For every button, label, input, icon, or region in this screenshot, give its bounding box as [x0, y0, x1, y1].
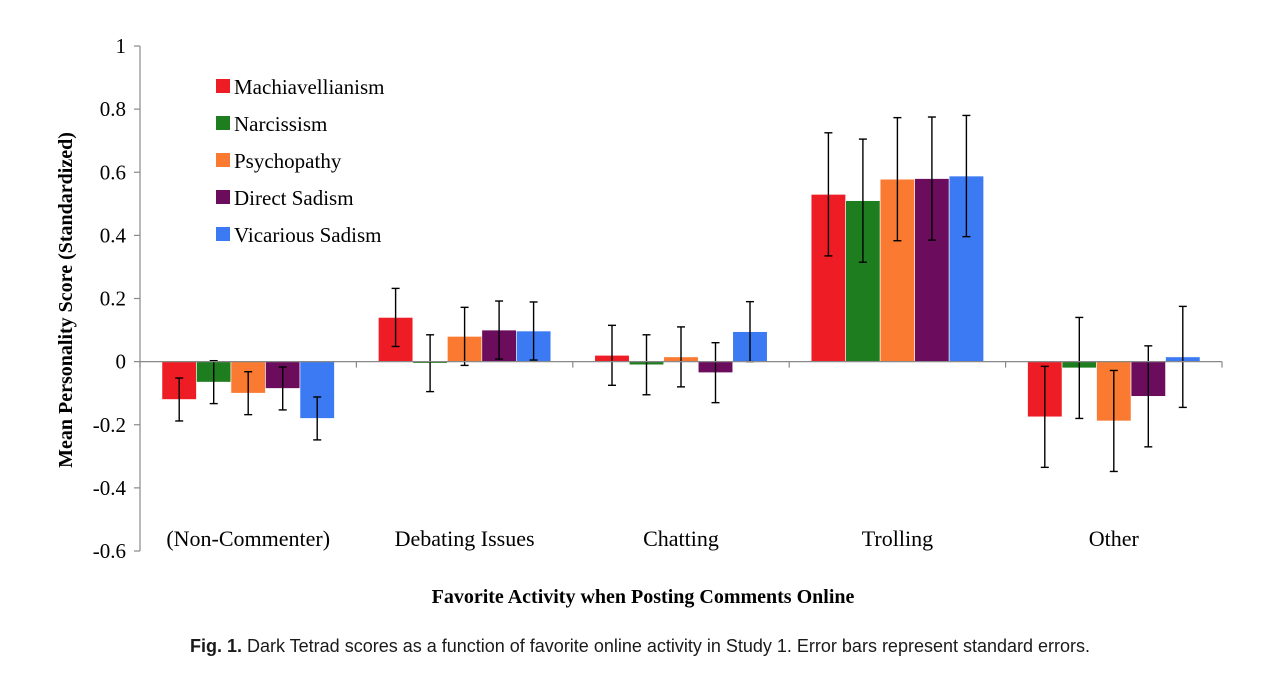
figure-caption: Fig. 1. Dark Tetrad scores as a function… [0, 636, 1280, 657]
x-tick-label: Trolling [862, 526, 933, 551]
legend-swatch [216, 116, 230, 130]
y-axis: 1 0.8 0.6 0.4 0.2 0 -0.2 -0.4 -0.6 [93, 34, 141, 563]
figure-label: Fig. 1. [189, 636, 242, 656]
caption-text: Dark Tetrad scores as a function of favo… [246, 636, 1091, 656]
y-tick-label: 0.6 [100, 160, 126, 184]
legend-label: Psychopathy [234, 149, 342, 173]
x-tick-label: Other [1089, 526, 1140, 551]
x-tick-label: Chatting [643, 526, 719, 551]
x-tick-label: (Non-Commenter) [166, 526, 330, 551]
y-tick-label: -0.4 [93, 476, 127, 500]
y-tick-label: 0.2 [100, 287, 126, 311]
bar-chart: 1 0.8 0.6 0.4 0.2 0 -0.2 -0.4 -0.6 (Non-Commente… [55, 34, 1223, 608]
x-tick-label: Debating Issues [395, 526, 535, 551]
legend-swatch [216, 153, 230, 167]
legend-label: Vicarious Sadism [234, 223, 381, 247]
legend-swatch [216, 227, 230, 241]
legend-label: Narcissism [234, 112, 327, 136]
x-axis-label: Favorite Activity when Posting Comments … [432, 586, 855, 608]
y-tick-label: -0.6 [93, 539, 126, 563]
legend-label: Direct Sadism [234, 186, 354, 210]
legend: Machiavellianism Narcissism Psychopathy Dir… [216, 75, 384, 247]
y-tick-label: 1 [116, 34, 127, 58]
y-axis-label: Mean Personality Score (Standardized) [55, 132, 77, 468]
x-axis: (Non-Commenter) Debating Issues Chatting Tr… [139, 361, 1223, 551]
legend-swatch [216, 190, 230, 204]
y-tick-label: -0.2 [93, 413, 126, 437]
y-tick-label: 0 [116, 350, 127, 374]
error-bars [175, 114, 1187, 473]
legend-label: Machiavellianism [234, 75, 384, 99]
y-tick-label: 0.8 [100, 97, 126, 121]
y-tick-label: 0.4 [100, 223, 127, 247]
legend-swatch [216, 79, 230, 93]
